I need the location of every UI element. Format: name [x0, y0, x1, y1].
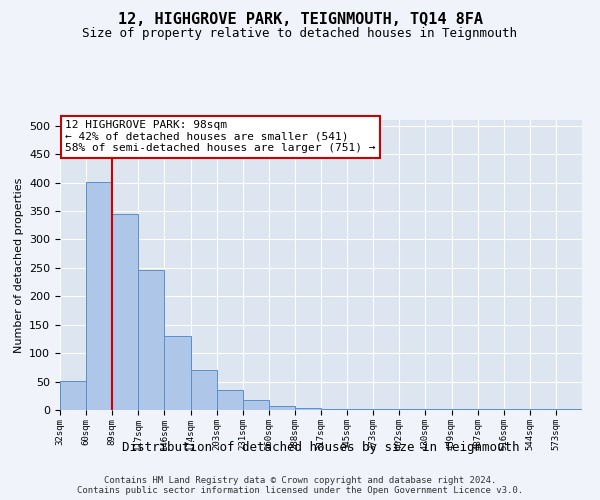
Bar: [243, 400, 269, 410]
Text: Size of property relative to detached houses in Teignmouth: Size of property relative to detached ho…: [83, 28, 517, 40]
Bar: [112, 214, 139, 410]
Text: 12 HIGHGROVE PARK: 98sqm
← 42% of detached houses are smaller (541)
58% of semi-: 12 HIGHGROVE PARK: 98sqm ← 42% of detach…: [65, 120, 376, 153]
Bar: [321, 409, 347, 410]
Bar: [164, 336, 191, 410]
Text: 12, HIGHGROVE PARK, TEIGNMOUTH, TQ14 8FA: 12, HIGHGROVE PARK, TEIGNMOUTH, TQ14 8FA: [118, 12, 482, 28]
Bar: [295, 408, 321, 410]
Bar: [139, 270, 164, 410]
Text: Contains HM Land Registry data © Crown copyright and database right 2024.
Contai: Contains HM Land Registry data © Crown c…: [77, 476, 523, 495]
Bar: [60, 381, 86, 410]
Y-axis label: Number of detached properties: Number of detached properties: [14, 178, 23, 352]
Bar: [191, 370, 217, 410]
Text: Distribution of detached houses by size in Teignmouth: Distribution of detached houses by size …: [122, 441, 520, 454]
Bar: [86, 182, 112, 410]
Bar: [217, 390, 243, 410]
Bar: [269, 406, 295, 410]
